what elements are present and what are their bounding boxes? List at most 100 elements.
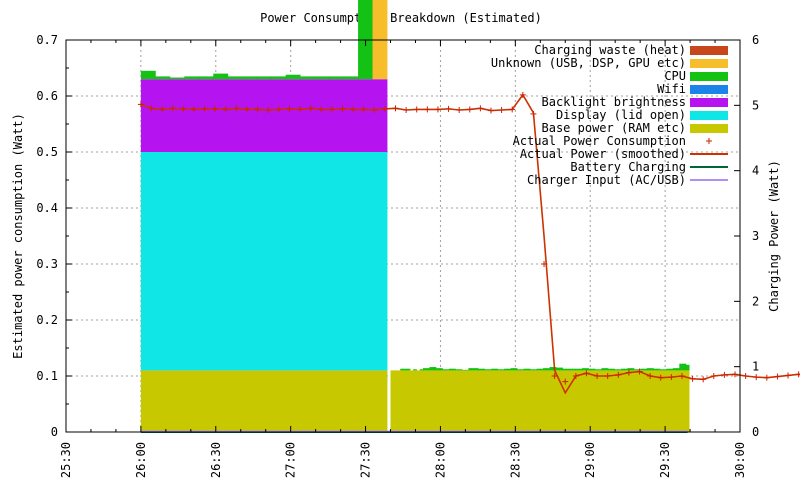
bar-base [569, 370, 573, 432]
bar-cpu [314, 76, 330, 80]
legend-label: Battery Charging [570, 160, 686, 174]
bar-cpu [227, 76, 243, 80]
bar-cpu [471, 368, 476, 371]
plot-bars [140, 0, 690, 432]
bar-cpu [468, 368, 473, 371]
bar-cpu [656, 368, 661, 371]
bar-base [419, 370, 424, 432]
bar-base [513, 370, 518, 432]
bar-backlight [343, 79, 359, 152]
bar-cpu [465, 369, 469, 371]
bar-cpu [624, 368, 628, 371]
bar-cpu [640, 368, 645, 371]
bar-cpu [607, 368, 612, 371]
bar-display [227, 152, 243, 371]
bar-display [256, 152, 272, 371]
bar-base [397, 370, 401, 432]
bar-backlight [184, 79, 200, 152]
bar-base [422, 370, 427, 432]
bar-cpu [617, 369, 622, 371]
bar-cpu [155, 76, 171, 80]
bar-backlight [358, 79, 373, 152]
bar-cpu [406, 368, 411, 371]
bar-cpu [435, 368, 440, 371]
bar-base [624, 370, 628, 432]
bar-display [300, 152, 316, 371]
bar-cpu [329, 76, 344, 80]
bar-backlight [242, 79, 258, 152]
bar-cpu [507, 368, 511, 371]
x-tick-label: 28:30 [508, 442, 522, 478]
bar-cpu [517, 369, 521, 371]
bar-cpu [572, 368, 576, 371]
bar-base [520, 370, 524, 432]
bar-cpu [452, 368, 456, 371]
bar-base [656, 370, 661, 432]
bar-cpu [594, 369, 599, 371]
bar-base [617, 370, 622, 432]
y-tick-label: 0.5 [36, 145, 58, 159]
bar-base [393, 370, 398, 432]
bar-base [184, 370, 200, 432]
bar-base [685, 370, 690, 432]
bar-cpu [672, 368, 677, 371]
bar-display [285, 152, 301, 371]
legend-label: Actual Power Consumption [513, 134, 686, 148]
legend-label: Backlight brightness [542, 95, 687, 109]
legend-label: Unknown (USB, DSP, GPU etc) [491, 56, 686, 70]
bar-base [358, 370, 373, 432]
y2-axis-label: Charging Power (Watt) [767, 160, 781, 312]
bar-display [343, 152, 359, 371]
bar-base [643, 370, 648, 432]
bar-cpu [546, 368, 550, 371]
bar-cpu [510, 368, 515, 371]
bar-base [562, 370, 567, 432]
bar-cpu [627, 368, 632, 371]
bar-base [549, 370, 554, 432]
bar-base [242, 370, 258, 432]
bar-cpu [526, 368, 531, 371]
legend-swatch [690, 72, 728, 81]
y-tick-label: 0.3 [36, 257, 58, 271]
bar-cpu [543, 368, 547, 371]
bar-base [497, 370, 502, 432]
y-tick-label: 0 [51, 425, 58, 439]
bar-base [445, 370, 450, 432]
bar-base [455, 370, 460, 432]
bar-cpu [591, 368, 596, 371]
bar-cpu [448, 368, 453, 371]
bar-base [598, 370, 602, 432]
bar-cpu [585, 368, 589, 371]
bar-base [435, 370, 440, 432]
y-tick-label: 0.7 [36, 33, 58, 47]
bar-base [448, 370, 453, 432]
bar-cpu [630, 368, 635, 371]
bar-base [620, 370, 625, 432]
bar-cpu [559, 367, 563, 371]
bar-base [659, 370, 664, 432]
bar-cpu [494, 368, 499, 371]
bar-cpu [474, 368, 479, 371]
y-tick-label: 0.4 [36, 201, 58, 215]
bar-base [406, 370, 411, 432]
bar-display [271, 152, 287, 371]
y-tick-label: 0.2 [36, 313, 58, 327]
bar-base [510, 370, 515, 432]
bar-cpu [598, 369, 602, 371]
bar-display [169, 152, 185, 371]
bar-cpu [285, 74, 301, 80]
bar-base [478, 370, 482, 432]
bar-cpu [445, 369, 450, 371]
bar-base [575, 370, 580, 432]
bar-backlight [227, 79, 243, 152]
bar-base [627, 370, 632, 432]
bar-cpu [533, 369, 537, 371]
bar-display [242, 152, 258, 371]
bar-base [500, 370, 505, 432]
bar-base [198, 370, 214, 432]
bar-base [588, 370, 593, 432]
legend-label: Base power (RAM etc) [542, 121, 687, 135]
bar-cpu [461, 369, 466, 371]
bar-display [213, 152, 229, 371]
axes: 25:30 26:00 26:30 27:00 27:30 28:00 28:30 29:00… [36, 33, 759, 478]
